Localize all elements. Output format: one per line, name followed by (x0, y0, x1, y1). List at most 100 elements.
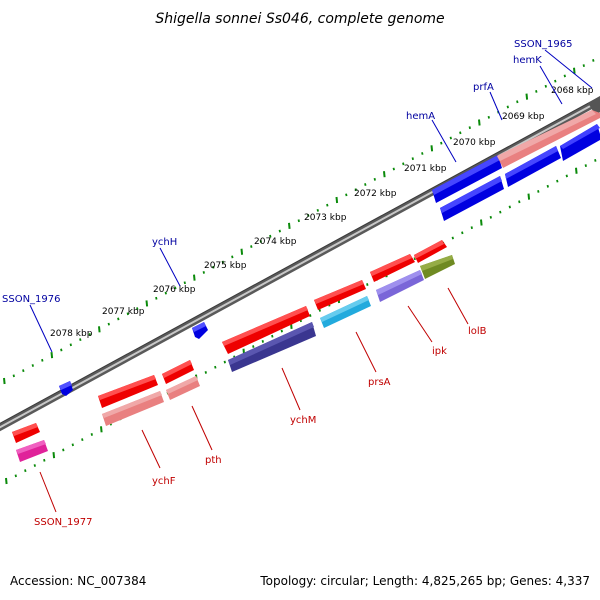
label-sson-1977: SSON_1977 (34, 517, 93, 528)
scale-dot (449, 136, 452, 140)
scale-dot (193, 274, 196, 281)
scale-dot (527, 193, 531, 200)
scale-dot (33, 464, 36, 467)
scale-dot (470, 226, 473, 230)
gene-prfa[interactable] (505, 146, 561, 187)
gene-top-pink[interactable] (497, 110, 600, 168)
scale-dot (288, 222, 291, 229)
scale-dot (506, 105, 509, 109)
scale-dot (271, 334, 274, 338)
gene-ychm[interactable] (222, 306, 316, 372)
scale-dot (487, 115, 490, 119)
scale-dot (31, 364, 34, 367)
scale-dot (41, 358, 44, 362)
scale-dot (307, 214, 310, 217)
scale-dot (499, 210, 502, 214)
scale-dot (468, 126, 471, 130)
scale-dot (316, 208, 319, 212)
scale-dot (354, 188, 357, 192)
scale-dot (117, 317, 120, 321)
label-pth: pth (205, 455, 222, 466)
topology-text: Topology: circular; Length: 4,825,265 bp… (260, 574, 590, 588)
scale-dot (202, 271, 205, 274)
tick-label: 2071 kbp (404, 164, 447, 174)
scale-dot (413, 257, 416, 261)
scale-dot (250, 245, 253, 248)
scale-dot (52, 452, 56, 459)
gene-pth[interactable] (162, 360, 200, 400)
label-hema: hemA (406, 111, 435, 122)
scale-dot (516, 100, 519, 104)
gene-hemk[interactable] (560, 124, 600, 161)
scale-dot (145, 300, 149, 307)
scale-dot (164, 291, 167, 295)
scale-dot (459, 131, 462, 135)
scale-dot (364, 183, 367, 186)
accession-text: Accession: NC_007384 (10, 574, 147, 588)
gene-ipk[interactable] (370, 254, 424, 302)
scale-dot (392, 167, 395, 171)
label-lolb: lolB (468, 326, 487, 337)
scale-dot (252, 345, 255, 348)
scale-dot (309, 314, 312, 317)
gene-hema[interactable] (432, 155, 504, 221)
scale-dot (563, 74, 566, 78)
scale-dot (60, 348, 63, 352)
gene-labels: SSON_1965 hemK prfA hemA ychH SSON_1976 … (2, 39, 573, 528)
scale-dot (480, 219, 483, 226)
gene-sson1976[interactable] (59, 381, 73, 396)
gene-lolb[interactable] (414, 240, 455, 279)
scale-dot (259, 239, 262, 243)
tick-label: 2075 kbp (204, 261, 247, 271)
scale-dot (50, 352, 54, 359)
scale-dot (5, 477, 8, 485)
scale-dot (62, 448, 65, 452)
scale-dot (174, 286, 177, 290)
scale-dot (535, 90, 538, 93)
scale-dot (478, 119, 481, 126)
scale-dot (373, 177, 376, 181)
scale-dot (575, 167, 578, 174)
gene-ychf[interactable] (98, 375, 164, 426)
tick-label: 2077 kbp (102, 307, 145, 317)
scale-dot (136, 307, 139, 311)
diagram-title: Shigella sonnei Ss046, complete genome (155, 11, 444, 27)
scale-dot (214, 365, 217, 369)
scale-dot (554, 79, 557, 83)
tick-label: 2073 kbp (304, 213, 347, 223)
tick-label: 2076 kbp (153, 285, 196, 295)
scale-dot (269, 234, 272, 238)
scale-dot (430, 145, 434, 152)
scale-dot (43, 458, 46, 462)
tick-label: 2072 kbp (354, 189, 397, 199)
gene-sson1977[interactable] (12, 423, 48, 462)
scale-dot (335, 196, 339, 204)
leader-lines (29, 49, 593, 513)
scale-dot (584, 164, 587, 168)
gene-ssonl1965[interactable] (588, 96, 600, 116)
scale-dot (297, 219, 300, 223)
scale-dot (81, 438, 84, 442)
scale-dot (155, 296, 158, 300)
scale-dot (183, 281, 186, 285)
label-ychf: ychF (152, 476, 176, 487)
scale-dot (326, 203, 329, 207)
gene-prsa[interactable] (314, 280, 371, 328)
scale-dot (88, 333, 91, 336)
scale-dot (565, 174, 568, 178)
scale-dot (556, 179, 559, 183)
scale-dot (518, 200, 521, 204)
label-prsa: prsA (368, 377, 391, 388)
label-ychm: ychM (290, 415, 316, 426)
scale-dot (280, 329, 283, 333)
scale-dot (261, 339, 264, 343)
gene-ychh[interactable] (192, 322, 208, 339)
scale-dot (544, 84, 547, 88)
scale-dot (318, 308, 321, 312)
forward-strand-genes (59, 96, 600, 396)
label-hemk: hemK (513, 55, 542, 66)
tick-label: 2068 kbp (551, 86, 594, 96)
scale-dot (24, 469, 27, 473)
scale-dot (98, 326, 101, 333)
